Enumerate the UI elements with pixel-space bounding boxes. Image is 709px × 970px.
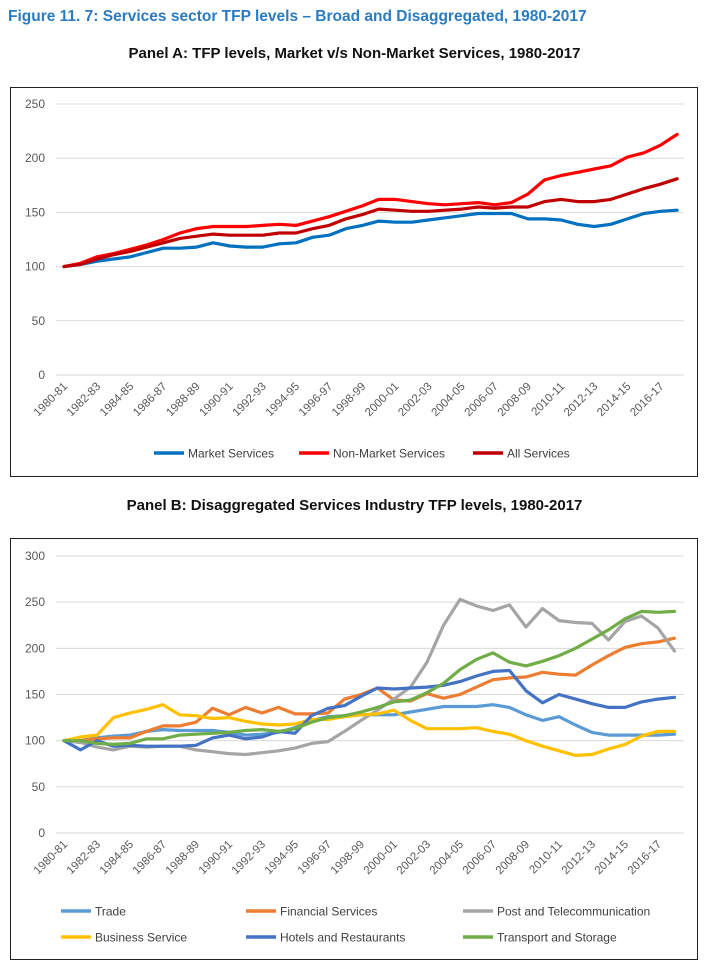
series-line-financial-services — [62, 636, 677, 743]
x-tick-label: 1988-89 — [164, 839, 202, 877]
x-tick-label: 2002-03 — [396, 381, 434, 419]
y-tick-label: 0 — [38, 826, 45, 840]
panel-b-title: Panel B: Disaggregated Services Industry… — [126, 497, 583, 514]
y-tick-label: 250 — [25, 97, 45, 111]
x-tick-label: 2006-07 — [461, 839, 499, 877]
y-tick-label: 50 — [32, 314, 46, 328]
series-line-all-services — [62, 177, 679, 269]
x-tick-label: 2004-05 — [429, 381, 467, 419]
y-tick-label: 300 — [25, 549, 45, 563]
x-tick-label: 1984-85 — [98, 381, 136, 419]
legend-label: Transport and Storage — [497, 931, 617, 945]
y-tick-label: 250 — [25, 595, 45, 609]
figure-title: Figure 11. 7: Services sector TFP levels… — [8, 8, 587, 25]
y-tick-label: 100 — [25, 734, 45, 748]
y-tick-label: 100 — [25, 260, 45, 274]
y-tick-label: 200 — [25, 641, 45, 655]
x-tick-label: 2008-09 — [496, 381, 534, 419]
x-tick-label: 1998-99 — [329, 839, 367, 877]
x-tick-label: 2012-13 — [562, 381, 600, 419]
x-tick-label: 1980-81 — [32, 839, 70, 877]
x-tick-label: 1998-99 — [330, 381, 368, 419]
x-tick-label: 1992-93 — [230, 839, 268, 877]
panel-a-svg: 0 50 100 150 200 250 1980-811982-831984-851986… — [25, 97, 684, 461]
x-tick-label: 2006-07 — [463, 381, 501, 419]
legend-label: Non-Market Services — [333, 447, 445, 461]
series-line-non-market-services — [62, 132, 679, 269]
legend-label: All Services — [507, 447, 570, 461]
panel-b-chart: 0 50 100 150 200 250 300 1980-81 1982-83 1984-85 1… — [10, 538, 698, 960]
x-tick-label: 1982-83 — [65, 381, 103, 419]
panel-a-title: Panel A: TFP levels, Market v/s Non-Mark… — [128, 45, 581, 62]
x-tick-label: 1986-87 — [131, 839, 169, 877]
legend-label: Trade — [95, 905, 126, 919]
series-line-transport-and-storage — [62, 609, 677, 746]
x-tick-label: 2016-17 — [628, 381, 666, 419]
y-tick-label: 50 — [32, 780, 46, 794]
legend-label: Business Service — [95, 931, 187, 945]
x-tick-label: 1984-85 — [98, 839, 136, 877]
x-tick-label: 2010-11 — [527, 839, 565, 877]
x-tick-label: 2002-03 — [395, 839, 433, 877]
legend-label: Market Services — [188, 447, 274, 461]
x-tick-label: 1986-87 — [131, 381, 169, 419]
legend-label: Hotels and Restaurants — [280, 931, 405, 945]
x-tick-label: 2014-15 — [595, 381, 633, 419]
y-tick-label: 0 — [38, 368, 45, 382]
x-tick-label: 1994-95 — [263, 839, 301, 877]
legend-label: Post and Telecommunication — [497, 905, 650, 919]
x-tick-label: 1992-93 — [231, 381, 269, 419]
x-tick-label: 2014-15 — [593, 839, 631, 877]
y-tick-label: 150 — [25, 205, 45, 219]
x-tick-label: 1980-81 — [32, 381, 70, 419]
x-tick-label: 1982-83 — [65, 839, 103, 877]
x-tick-label: 1996-97 — [296, 839, 334, 877]
x-tick-label: 1988-89 — [164, 381, 202, 419]
x-tick-label: 1990-91 — [197, 839, 235, 877]
x-tick-label: 2016-17 — [626, 839, 664, 877]
x-tick-label: 2004-05 — [428, 839, 466, 877]
x-tick-label: 2000-01 — [363, 381, 401, 419]
x-tick-label: 2008-09 — [494, 839, 532, 877]
x-tick-label: 1996-97 — [297, 381, 335, 419]
series-line-market-services — [62, 208, 679, 269]
x-tick-label: 2012-13 — [560, 839, 598, 877]
y-tick-label: 200 — [25, 151, 45, 165]
x-tick-label: 1994-95 — [264, 381, 302, 419]
x-tick-label: 2010-11 — [529, 381, 567, 419]
legend-label: Financial Services — [280, 905, 377, 919]
x-tick-label: 2000-01 — [362, 839, 400, 877]
panel-a-chart: 0 50 100 150 200 250 1980-81 1982-83 1984-85 1986… — [10, 87, 698, 477]
x-tick-label: 1990-91 — [197, 381, 235, 419]
series-line-business-service — [62, 703, 677, 757]
panel-b-svg: 0501001502002503001980-811982-831984-851… — [25, 549, 684, 945]
y-tick-label: 150 — [25, 688, 45, 702]
series-line-hotels-and-restaurants — [62, 668, 677, 752]
